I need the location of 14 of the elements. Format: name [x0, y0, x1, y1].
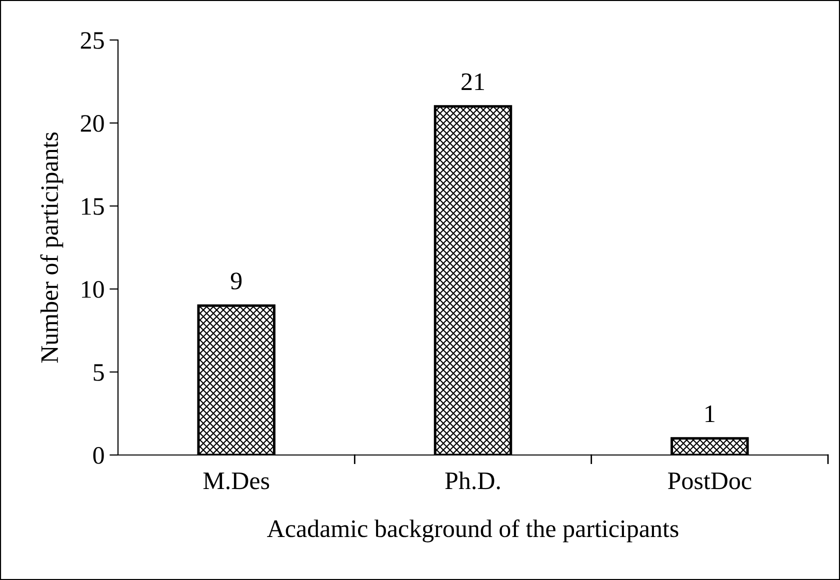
data-label: 9: [230, 272, 242, 290]
x-tick-label: Ph.D.: [445, 472, 500, 490]
y-tick-label: 15: [82, 198, 104, 215]
y-tick-label: 20: [80, 115, 104, 132]
y-axis-title: Number of participants: [40, 132, 64, 363]
x-tick-label: M.Des: [203, 472, 270, 490]
data-label: 1: [706, 405, 714, 422]
y-tick-label: 10: [82, 281, 104, 298]
x-axis-title: Acadamic background of the participants: [267, 519, 678, 542]
y-tick-label: 0: [93, 447, 104, 464]
data-label: 21: [462, 73, 484, 90]
y-tick-label: 25: [80, 32, 104, 49]
x-tick-label: PostDoc: [668, 472, 752, 490]
y-tick-label: 5: [94, 364, 104, 381]
